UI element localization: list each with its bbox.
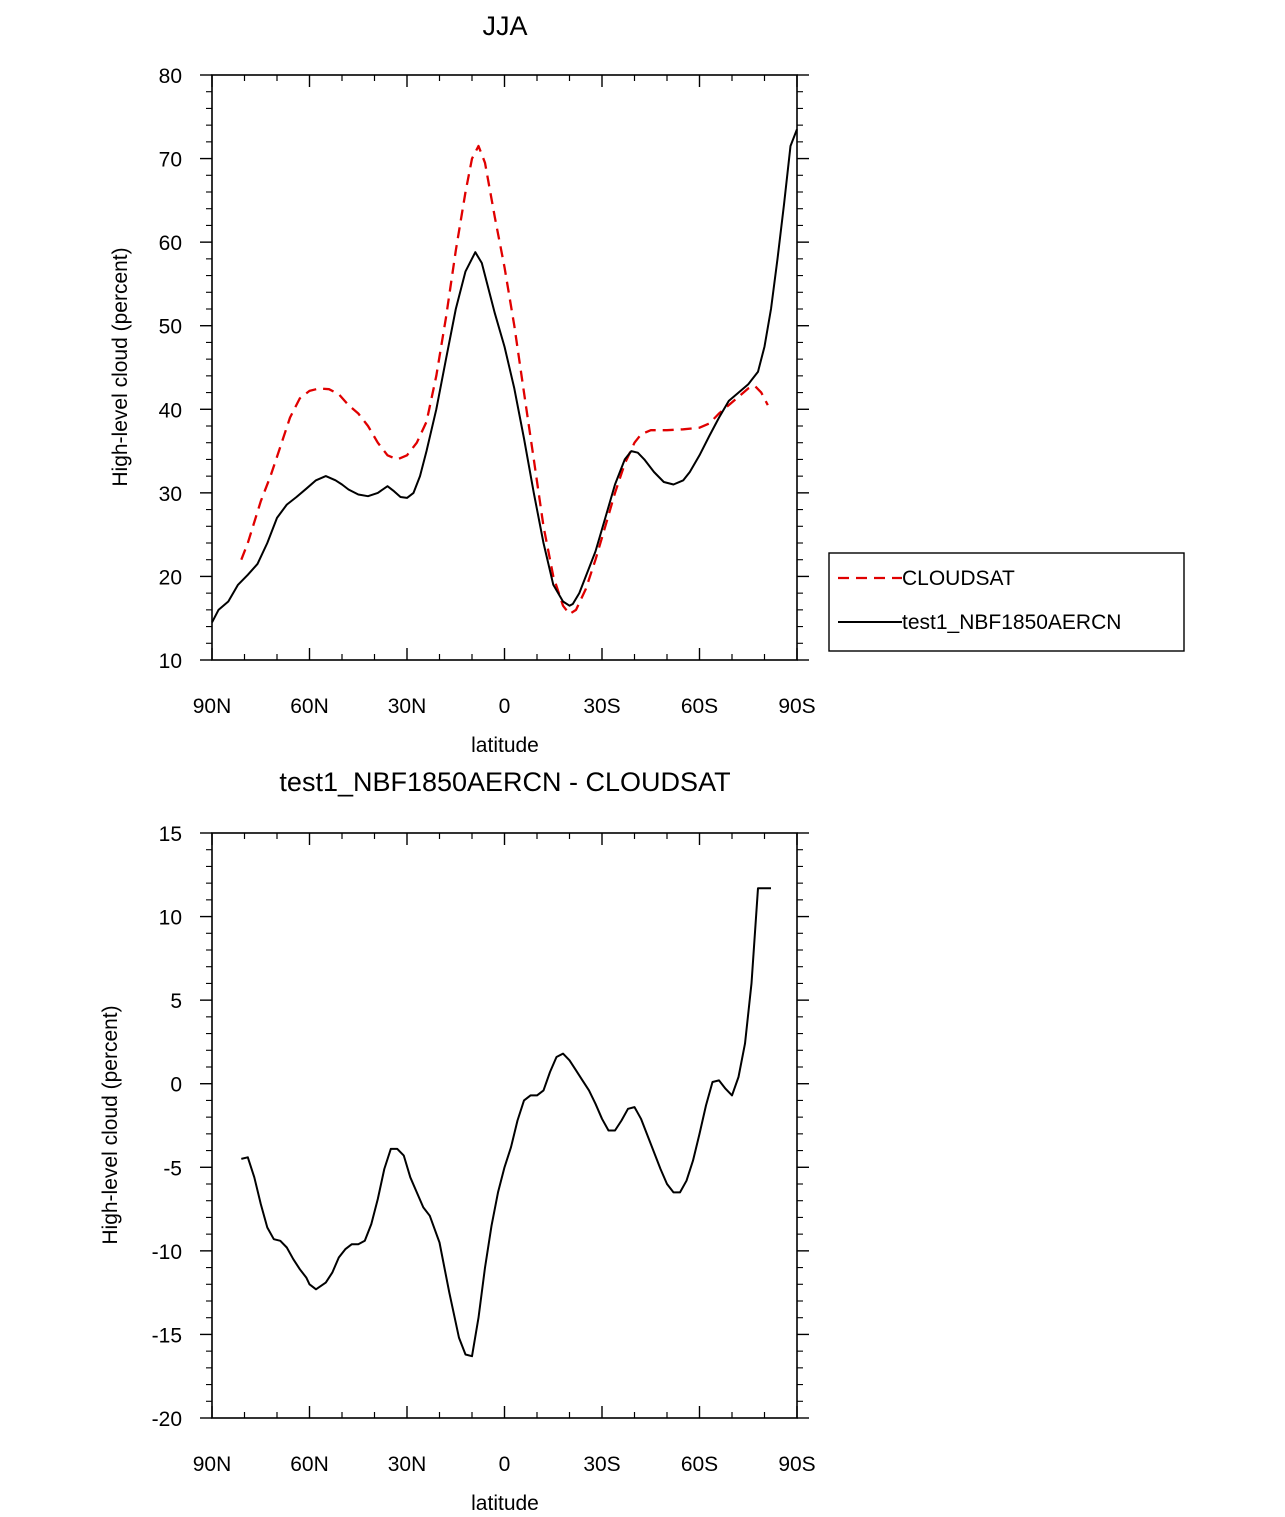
- p2-series-difference: [241, 887, 771, 1358]
- p1-ytick-label: 10: [159, 650, 182, 673]
- p2-ytick-label: 10: [159, 907, 182, 930]
- panel2-lines: [241, 887, 771, 1358]
- legend: CLOUDSAT test1_NBF1850AERCN: [828, 552, 1185, 652]
- p1-xtick-label: 90N: [193, 695, 232, 718]
- p2-ytick-label: -15: [152, 1324, 182, 1347]
- panel1-ylabel: High-level cloud (percent): [109, 247, 132, 486]
- p2-xtick-label: 90N: [193, 1453, 232, 1476]
- p1-xtick-label: 0: [499, 695, 511, 718]
- panel2-xlabel: latitude: [471, 1492, 539, 1515]
- panel2-ticks: 90N 60N 30N 0 30S 60S 90S -20 -15 -10 -5 0 5 10 15: [152, 823, 816, 1476]
- p1-xtick-label: 60N: [290, 695, 329, 718]
- legend-label-cloudsat: CLOUDSAT: [902, 567, 1015, 590]
- panel2-frame: [211, 832, 798, 1419]
- p2-xtick-label: 90S: [778, 1453, 815, 1476]
- p1-series-test1-nbf1850aercn: [211, 128, 798, 623]
- panel1-ticks: 90N 60N 30N 0 30S 60S 90S 10 20 30 40 50 60 70 80: [159, 65, 816, 718]
- p2-ytick-label: 15: [159, 823, 182, 846]
- legend-label-model: test1_NBF1850AERCN: [902, 611, 1121, 634]
- p1-ytick-label: 60: [159, 232, 182, 255]
- p1-ytick-label: 30: [159, 483, 182, 506]
- p2-xtick-label: 0: [499, 1453, 511, 1476]
- p1-series-cloudsat: [240, 144, 769, 616]
- panel1-lines: [211, 128, 798, 623]
- p1-ytick-label: 80: [159, 65, 182, 88]
- p2-xtick-label: 30S: [583, 1453, 620, 1476]
- p2-xtick-label: 30N: [388, 1453, 427, 1476]
- panel-difference: test1_NBF1850AERCN - CLOUDSAT 90N 60N 30N 0…: [99, 767, 816, 1515]
- panel-jja: JJA 90N 60N 30N 0 30S 60S 90S1020304050607080 …: [109, 11, 1185, 757]
- p1-ytick-label: 50: [159, 316, 182, 339]
- p2-ytick-label: -5: [163, 1157, 182, 1180]
- p2-xtick-label: 60S: [681, 1453, 718, 1476]
- panel1-title: JJA: [482, 11, 527, 41]
- panel1-frame: [211, 74, 798, 661]
- p1-ytick-label: 20: [159, 566, 182, 589]
- p1-xtick-label: 30N: [388, 695, 427, 718]
- p2-ytick-label: -10: [152, 1241, 182, 1264]
- p1-xtick-label: 90S: [778, 695, 815, 718]
- p2-ytick-label: 0: [170, 1074, 182, 1097]
- p2-ytick-label: 5: [170, 990, 182, 1013]
- panel2-title: test1_NBF1850AERCN - CLOUDSAT: [279, 767, 730, 797]
- legend-box: [828, 552, 1185, 652]
- panel2-ylabel: High-level cloud (percent): [99, 1005, 122, 1244]
- panel1-xlabel: latitude: [471, 734, 539, 757]
- p1-ytick-label: 40: [159, 399, 182, 422]
- p2-xtick-label: 60N: [290, 1453, 329, 1476]
- p1-xtick-label: 60S: [681, 695, 718, 718]
- p2-ytick-label: -20: [152, 1408, 182, 1431]
- p1-xtick-label: 30S: [583, 695, 620, 718]
- p1-ytick-label: 70: [159, 149, 182, 172]
